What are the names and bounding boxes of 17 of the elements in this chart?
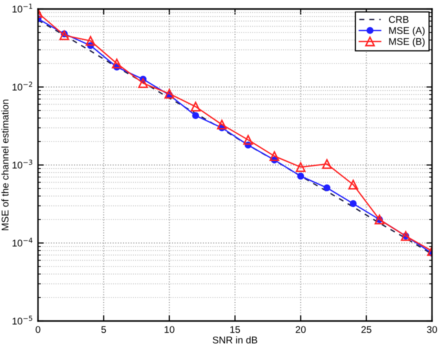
y-tick-label: 10$^{−1}$ — [12, 4, 32, 13]
y-tick-label: 10$^{−3}$ — [12, 160, 32, 169]
x-tick-label: 30 — [426, 326, 438, 333]
x-tick-label: 15 — [230, 326, 240, 333]
x-tick-label: 0 — [36, 326, 40, 333]
y-axis-title: MSE of the channel estimation — [1, 100, 9, 230]
legend-label: MSE (B) — [389, 38, 425, 47]
legend-label: MSE (A) — [389, 26, 425, 36]
x-tick-label: 20 — [296, 326, 306, 333]
x-tick-label: 10 — [164, 326, 174, 333]
x-axis-title: SNR in dB — [212, 336, 258, 344]
y-tick-label: 10$^{−4}$ — [12, 238, 32, 247]
y-tick-label: 10$^{−5}$ — [12, 316, 32, 325]
y-tick-label: 10$^{−2}$ — [12, 82, 32, 91]
legend-label: CRB — [388, 16, 408, 23]
x-tick-label: 25 — [361, 326, 372, 333]
x-tick-label: 5 — [101, 326, 106, 333]
